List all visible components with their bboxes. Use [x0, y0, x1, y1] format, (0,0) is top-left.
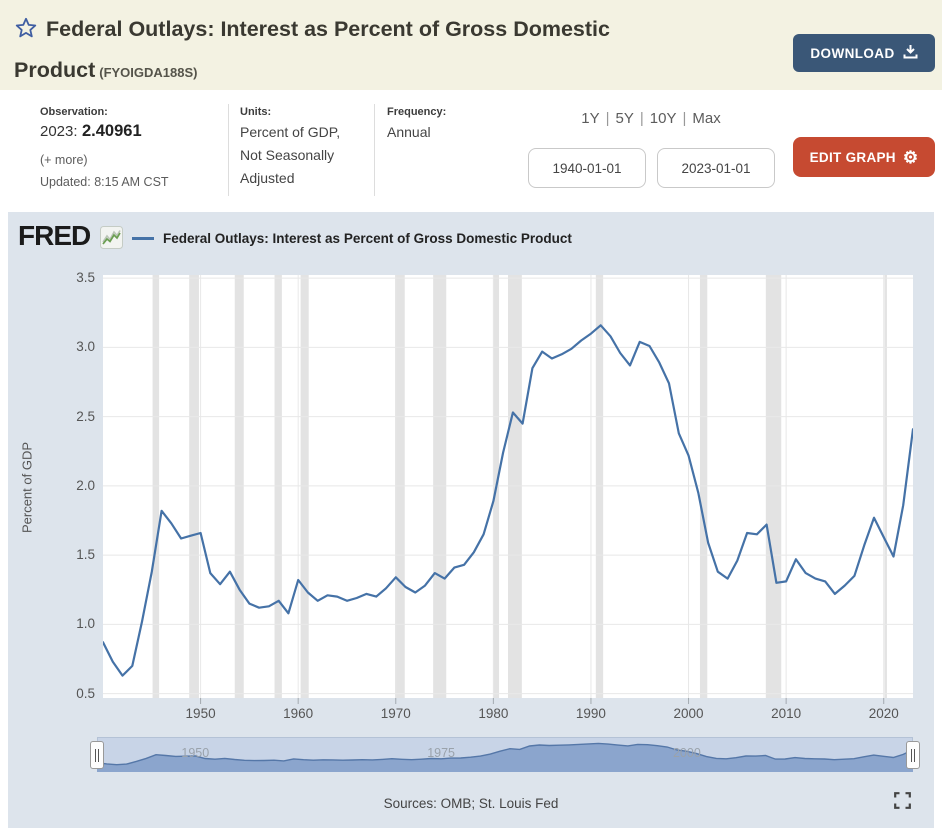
- y-tick-label: 3.0: [76, 339, 95, 355]
- observation-updated: Updated: 8:15 AM CST: [40, 175, 169, 189]
- slider-year-label: 1950: [181, 746, 210, 760]
- plot-area[interactable]: [101, 275, 915, 713]
- units-value: Percent of GDP, Not Seasonally Adjusted: [240, 124, 341, 186]
- range-slider-track[interactable]: [96, 737, 914, 772]
- range-separator: |: [682, 110, 687, 127]
- frequency-value: Annual: [387, 124, 431, 140]
- plot-svg: [101, 275, 915, 704]
- y-tick-label: 3.5: [76, 270, 95, 286]
- end-date-input[interactable]: [657, 148, 775, 188]
- fullscreen-icon[interactable]: [894, 792, 911, 809]
- observation-value: 2023: 2.40961: [40, 122, 142, 141]
- units-label: Units:: [240, 106, 272, 118]
- frequency-label: Frequency:: [387, 106, 447, 118]
- divider: [228, 104, 229, 196]
- download-button[interactable]: DOWNLOAD: [793, 34, 935, 72]
- legend-line-swatch: [132, 237, 154, 240]
- series-id: (FYOIGDA188S): [99, 65, 198, 80]
- slider-handle-left[interactable]: [90, 741, 104, 769]
- x-tick-label: 1950: [185, 706, 216, 721]
- y-tick-label: 2.0: [76, 477, 95, 493]
- y-tick-label: 1.0: [76, 616, 95, 632]
- graph-panel: FRED Federal Outlays: Interest as Percen…: [8, 212, 934, 828]
- y-tick-label: 2.5: [76, 408, 95, 424]
- observation-more-link[interactable]: (+ more): [40, 153, 88, 167]
- x-tick-label: 1980: [478, 706, 509, 721]
- y-tick-label: 1.5: [76, 547, 95, 563]
- slider-svg: [96, 737, 914, 772]
- fred-logo: FRED: [18, 220, 91, 251]
- x-tick-label: 1960: [283, 706, 314, 721]
- edit-graph-label: EDIT GRAPH: [809, 149, 896, 165]
- legend: Federal Outlays: Interest as Percent of …: [132, 231, 572, 246]
- range-5y[interactable]: 5Y: [615, 110, 634, 127]
- title-block: Federal Outlays: Interest as Percent of …: [14, 12, 776, 90]
- page-title: Federal Outlays: Interest as Percent of …: [14, 17, 610, 82]
- favorite-star-icon[interactable]: [14, 16, 38, 53]
- sources-text: Sources: OMB; St. Louis Fed: [383, 796, 559, 811]
- y-tick-label: 0.5: [76, 685, 95, 701]
- gear-icon: ⚙: [902, 147, 919, 167]
- edit-graph-button[interactable]: EDIT GRAPH ⚙: [793, 137, 935, 177]
- x-tick-label: 1990: [575, 706, 606, 721]
- range-10y[interactable]: 10Y: [649, 110, 677, 127]
- observation-label: Observation:: [40, 106, 108, 118]
- slider-year-label: 2000: [672, 746, 701, 760]
- observation-period: 2023:: [40, 123, 78, 140]
- range-separator: |: [639, 110, 644, 127]
- x-tick-label: 2000: [673, 706, 704, 721]
- range-selector: 1Y | 5Y | 10Y | Max: [528, 110, 774, 127]
- range-separator: |: [605, 110, 610, 127]
- x-tick-label: 2010: [771, 706, 802, 721]
- x-tick-label: 2020: [868, 706, 899, 721]
- legend-label: Federal Outlays: Interest as Percent of …: [163, 231, 572, 246]
- y-axis-title: Percent of GDP: [19, 441, 35, 534]
- download-button-label: DOWNLOAD: [810, 45, 895, 61]
- slider-year-label: 1975: [427, 746, 455, 760]
- range-1y[interactable]: 1Y: [581, 110, 600, 127]
- header-band: [0, 0, 942, 90]
- fred-sparkline-icon: [100, 226, 123, 254]
- slider-handle-right[interactable]: [906, 741, 920, 769]
- x-tick-label: 1970: [380, 706, 411, 721]
- start-date-input[interactable]: [528, 148, 646, 188]
- observation-number: 2.40961: [82, 122, 142, 140]
- divider: [374, 104, 375, 196]
- download-icon: [903, 44, 918, 62]
- range-max[interactable]: Max: [692, 110, 721, 127]
